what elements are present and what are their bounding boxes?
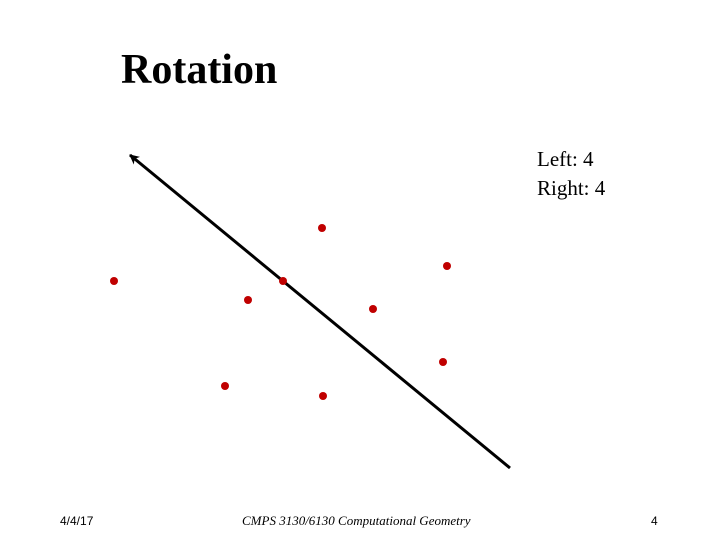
point [439, 358, 447, 366]
point [221, 382, 229, 390]
point [244, 296, 252, 304]
side-counts: Left: 4 Right: 4 [537, 145, 605, 203]
footer-page-number: 4 [651, 514, 658, 528]
point [279, 277, 287, 285]
footer-date: 4/4/17 [60, 514, 94, 528]
footer-course-title: CMPS 3130/6130 Computational Geometry [242, 513, 471, 528]
right-count-label: Right: 4 [537, 176, 606, 200]
point [110, 277, 118, 285]
slide-title: Rotation [121, 47, 278, 93]
point [319, 392, 327, 400]
point [369, 305, 377, 313]
left-count-label: Left: 4 [537, 147, 594, 171]
point [318, 224, 326, 232]
sweep-line-arrow [129, 153, 511, 470]
point [443, 262, 451, 270]
